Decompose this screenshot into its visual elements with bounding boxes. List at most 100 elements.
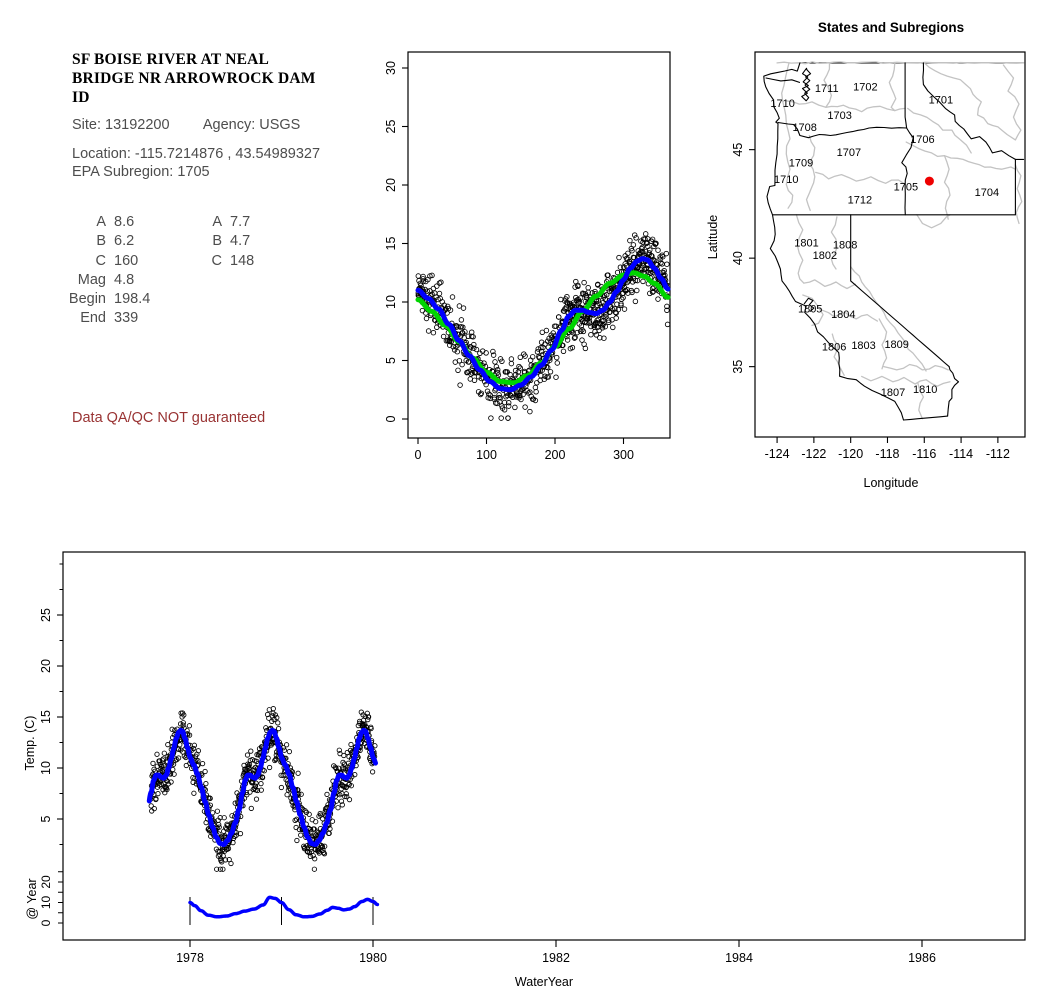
param-row: Mag 4.8 bbox=[66, 271, 150, 290]
tick-label: 20 bbox=[39, 875, 53, 889]
ca-nv bbox=[850, 214, 950, 368]
site-marker bbox=[924, 176, 934, 186]
param-label: Begin bbox=[68, 291, 106, 308]
tick-label: 0 bbox=[415, 448, 422, 462]
subregion-label: 1809 bbox=[884, 339, 908, 351]
g-sierra-east bbox=[850, 266, 927, 372]
g-1801 bbox=[795, 214, 805, 284]
subregion-label: 1710 bbox=[770, 98, 794, 110]
strait-juan-de-fuca bbox=[765, 77, 801, 83]
plot-box bbox=[62, 551, 1026, 941]
param-label: B bbox=[96, 233, 106, 250]
g-wa-coast bbox=[781, 62, 790, 124]
subregion-label: 1807 bbox=[881, 387, 905, 399]
station-title-line: BRIDGE NR ARROWROCK DAM bbox=[72, 70, 316, 87]
tick-label: -122 bbox=[801, 447, 826, 461]
param-row: A 8.6 bbox=[66, 213, 150, 232]
tick-label: -112 bbox=[986, 447, 1010, 461]
param-value: 339 bbox=[114, 310, 139, 327]
qa-warning-text: Data QA/QC NOT guaranteed bbox=[72, 410, 266, 426]
param-value: 148 bbox=[230, 252, 255, 269]
param-value: 4.8 bbox=[114, 271, 135, 288]
station-title-line: SF BOISE RIVER AT NEAL bbox=[72, 51, 270, 68]
parameter-table-left: A 8.6 B 6.2 C 160 Mag 4.8 Begin 198.4 End 339 bbox=[66, 213, 150, 329]
tick-label: 30 bbox=[384, 61, 398, 75]
tick-label: 45 bbox=[731, 143, 745, 157]
g-1809-west bbox=[878, 318, 888, 370]
param-label: C bbox=[95, 252, 106, 269]
param-row: B 6.2 bbox=[66, 232, 150, 251]
temp-axis-label: Temp. (C) bbox=[23, 715, 37, 771]
g-1805 bbox=[802, 294, 824, 327]
subregion-label: 1806 bbox=[822, 342, 846, 354]
tick-label: 0 bbox=[384, 415, 398, 422]
subregion-label: 1710 bbox=[774, 174, 798, 186]
g-1706-south bbox=[905, 141, 1017, 170]
tick-label: 5 bbox=[384, 357, 398, 364]
station-title-line: ID bbox=[72, 89, 90, 106]
agency-label: Agency: bbox=[202, 117, 256, 133]
seasonal-scatter-points bbox=[415, 231, 671, 421]
param-value: 4.7 bbox=[230, 233, 251, 250]
g-or-cascade bbox=[805, 134, 816, 212]
g-1804-south bbox=[821, 309, 879, 322]
param-row: End 339 bbox=[66, 309, 150, 328]
tick-label: 200 bbox=[545, 448, 566, 462]
latitude-axis-label: Latitude bbox=[706, 214, 720, 260]
sf-bay bbox=[803, 297, 815, 312]
subregion-label: 1804 bbox=[831, 309, 855, 321]
map-layers: 1710 1711 1702 1701 1703 1708 1706 1707 1709 1710… bbox=[763, 61, 1025, 421]
annual-component-line bbox=[188, 895, 380, 919]
subregion-label: 1705 bbox=[894, 182, 918, 194]
param-value: 7.7 bbox=[230, 214, 251, 230]
parameter-table-right: A 7.7 B 4.7 C 148 bbox=[182, 213, 255, 271]
param-row: C 160 bbox=[66, 252, 150, 271]
param-row: A 7.7 bbox=[182, 213, 254, 232]
g-1706-north bbox=[907, 107, 972, 154]
map-plot: 1710 1711 1702 1701 1703 1708 1706 1707 1709 1710… bbox=[731, 51, 1026, 461]
tick-label: 40 bbox=[731, 251, 745, 265]
tick-label: -124 bbox=[765, 447, 790, 461]
site-location-dot bbox=[924, 176, 934, 186]
subregion-label: 1706 bbox=[910, 134, 934, 146]
subregion-label: 1802 bbox=[813, 250, 837, 262]
subregion-label: 1704 bbox=[975, 187, 999, 199]
puget-sound bbox=[801, 67, 812, 102]
g-1802-south bbox=[803, 279, 856, 290]
longitude-axis-label: Longitude bbox=[863, 476, 919, 490]
or-id bbox=[901, 127, 914, 216]
g-35th bbox=[883, 363, 949, 371]
param-label: A bbox=[96, 214, 106, 230]
seasonal-fit-curve bbox=[415, 256, 671, 393]
g-wy-loop bbox=[1014, 164, 1023, 225]
subregion-label: 1803 bbox=[851, 340, 875, 352]
tick-label: -120 bbox=[838, 447, 863, 461]
subregion-labels: 1710 1711 1702 1701 1703 1708 1706 1707 1709 1710… bbox=[770, 82, 999, 399]
g-wa-cascade bbox=[823, 62, 833, 108]
tick-label: 1978 bbox=[176, 951, 204, 965]
g-34th bbox=[861, 375, 951, 387]
plot-box bbox=[407, 51, 671, 439]
param-label: A bbox=[212, 214, 222, 230]
subregion-label: 1708 bbox=[792, 122, 816, 134]
agency-value: USGS bbox=[259, 117, 301, 133]
g-1808 bbox=[830, 216, 838, 270]
subregion-label: 1709 bbox=[789, 158, 813, 170]
tick-label: 1986 bbox=[908, 951, 936, 965]
location-line: Location: -115.7214876 , 43.54989327 bbox=[72, 146, 321, 162]
param-label: End bbox=[80, 310, 106, 327]
timeseries-axes: 1978 1980 1982 1984 1986 5 10 15 20 25 0 10 20 bbox=[39, 563, 936, 965]
seasonal-plot: 0 100 200 300 0 5 10 15 20 25 30 bbox=[384, 51, 671, 462]
param-row: B 4.7 bbox=[182, 232, 254, 251]
map-title: States and Subregions bbox=[817, 20, 965, 35]
ca-mexico bbox=[902, 415, 949, 421]
param-value: 8.6 bbox=[114, 214, 135, 230]
tick-label: 15 bbox=[384, 237, 398, 251]
blue-fit-line bbox=[146, 727, 378, 847]
tick-label: 15 bbox=[39, 710, 53, 724]
wateryear-axis-label: WaterYear bbox=[514, 975, 574, 989]
tick-label: 25 bbox=[39, 608, 53, 622]
blue-fit-line bbox=[415, 256, 671, 393]
